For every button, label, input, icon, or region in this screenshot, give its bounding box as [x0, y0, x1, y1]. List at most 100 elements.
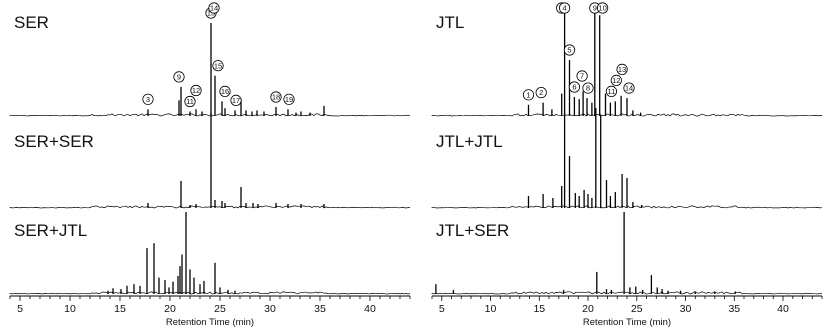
peak-annotation: 15: [212, 60, 224, 72]
peak-annotation: 5: [563, 44, 576, 56]
trace-baseline: [431, 205, 823, 209]
annotation-circle: [623, 82, 635, 94]
trace-jtl: JTL1234567891011121314: [431, 2, 823, 117]
annotation-circle: [616, 63, 628, 76]
annotation-label: 15: [214, 61, 222, 70]
x-tick-label: 30: [680, 303, 692, 315]
annotation-label: 7: [580, 72, 584, 81]
peak-annotation: 12: [610, 74, 622, 87]
trace-jtl-plus-ser: JTL+SER: [431, 212, 823, 295]
annotation-circle: [558, 2, 571, 14]
trace-baseline: [9, 205, 411, 209]
annotation-label: 17: [232, 96, 240, 105]
peak-annotation: 14: [623, 82, 635, 94]
peak-annotation: 12: [190, 84, 202, 97]
peak-annotation: 19: [283, 93, 295, 105]
annotation-label: 11: [186, 97, 194, 106]
annotation-label: 11: [608, 87, 616, 96]
annotation-label: 9: [593, 4, 597, 13]
annotation-label: 1: [526, 90, 530, 99]
annotation-circle: [184, 95, 196, 108]
annotation-circle: [190, 84, 202, 97]
annotation-circle: [568, 81, 581, 93]
annotation-circle: [582, 82, 594, 94]
peak-annotation: 18: [270, 91, 282, 103]
peak-annotation: 4: [558, 2, 571, 14]
x-tick-label: 20: [582, 303, 594, 315]
x-tick-label: 5: [439, 303, 445, 315]
x-tick-label: 35: [728, 303, 740, 315]
annotation-circle: [596, 2, 609, 14]
annotation-label: 2: [539, 88, 543, 97]
trace-baseline: [9, 113, 411, 117]
annotation-label: 12: [192, 86, 200, 95]
annotation-label: 9: [177, 73, 181, 82]
peak-annotation: 11: [184, 95, 196, 108]
x-tick-label: 40: [777, 303, 789, 315]
annotation-label: 10: [598, 4, 606, 13]
trace-baseline: [431, 113, 823, 117]
annotation-circle: [219, 85, 231, 98]
annotation-circle: [212, 60, 224, 72]
annotation-circle: [230, 94, 242, 107]
annotation-label: 8: [586, 84, 590, 93]
x-axis: 5 10 15 20 25 30 35 40 Retention Time (min): [431, 295, 823, 328]
annotation-label: 13: [207, 9, 215, 18]
annotation-label: 14: [210, 4, 218, 13]
trace-label: SER+JTL: [14, 221, 87, 240]
annotation-circle: [563, 44, 576, 56]
annotation-label: 4: [563, 4, 567, 13]
trace-baseline: [431, 291, 823, 295]
annotation-circle: [535, 87, 547, 99]
x-axis-title: Retention Time (min): [166, 317, 254, 328]
peak-annotation: 1: [522, 89, 535, 101]
x-tick-label: 5: [17, 303, 23, 315]
annotation-circle: [576, 70, 588, 82]
peak-annotation: 7: [576, 70, 588, 82]
x-tick-label: 35: [314, 303, 326, 315]
trace-ser-plus-ser: SER+SER: [9, 113, 411, 209]
annotation-circle: [283, 93, 295, 105]
annotation-circle: [605, 85, 618, 98]
trace-label: JTL+SER: [436, 221, 509, 240]
peak-annotation: 3: [142, 93, 154, 105]
x-tick-label: 40: [364, 303, 376, 315]
trace-label: JTL: [436, 13, 464, 32]
annotation-label: 13: [618, 65, 626, 74]
trace-baseline: [9, 291, 411, 295]
trace-label: SER+SER: [14, 132, 94, 151]
annotation-label: 5: [567, 46, 571, 55]
x-tick-label: 15: [114, 303, 126, 315]
annotation-circle: [270, 91, 282, 103]
x-tick-label: 20: [164, 303, 176, 315]
x-tick-label: 30: [264, 303, 276, 315]
peak-annotation: 14: [208, 2, 220, 14]
annotation-label: 3: [146, 95, 150, 104]
annotation-circle: [522, 89, 535, 101]
peak-annotation: 16: [219, 85, 231, 98]
peak-annotation: 17: [230, 94, 242, 107]
peak-annotation: 13: [616, 63, 628, 76]
annotation-label: 18: [272, 93, 280, 102]
x-tick-label: 25: [214, 303, 226, 315]
trace-label: SER: [14, 13, 49, 32]
x-axis-title: Retention Time (min): [583, 317, 671, 328]
annotation-label: 14: [625, 84, 633, 93]
x-tick-label: 25: [631, 303, 643, 315]
right-chromatogram-panel: JTL1234567891011121314JTL+JTLJTL+SER5101…: [431, 2, 823, 328]
x-tick-label: 10: [64, 303, 76, 315]
annotation-circle: [142, 93, 154, 105]
peak-annotation: 11: [605, 85, 618, 98]
trace-ser-plus-jtl: SER+JTL: [9, 212, 411, 295]
annotation-circle: [208, 2, 220, 14]
annotation-label: 19: [285, 95, 293, 104]
trace-label: JTL+JTL: [436, 132, 503, 151]
peak-annotation: 8: [582, 82, 594, 94]
peak-annotation: 9: [173, 71, 185, 83]
trace-jtl-plus-jtl: JTL+JTL: [431, 108, 823, 209]
x-tick-label: 10: [485, 303, 497, 315]
annotation-label: 12: [612, 76, 620, 85]
